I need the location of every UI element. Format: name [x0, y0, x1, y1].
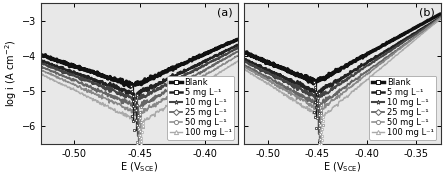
Text: (b): (b) — [419, 8, 435, 18]
Y-axis label: log i (A cm$^{-2}$): log i (A cm$^{-2}$) — [4, 40, 19, 107]
X-axis label: E (V$_{\rm SCE}$): E (V$_{\rm SCE}$) — [120, 160, 159, 173]
Legend: Blank, 5 mg L⁻¹, 10 mg L⁻¹, 25 mg L⁻¹, 50 mg L⁻¹, 100 mg L⁻¹: Blank, 5 mg L⁻¹, 10 mg L⁻¹, 25 mg L⁻¹, 5… — [167, 76, 234, 139]
X-axis label: E (V$_{\rm SCE}$): E (V$_{\rm SCE}$) — [323, 160, 361, 173]
Text: (a): (a) — [217, 8, 232, 18]
Legend: Blank, 5 mg L⁻¹, 10 mg L⁻¹, 25 mg L⁻¹, 50 mg L⁻¹, 100 mg L⁻¹: Blank, 5 mg L⁻¹, 10 mg L⁻¹, 25 mg L⁻¹, 5… — [369, 76, 436, 139]
